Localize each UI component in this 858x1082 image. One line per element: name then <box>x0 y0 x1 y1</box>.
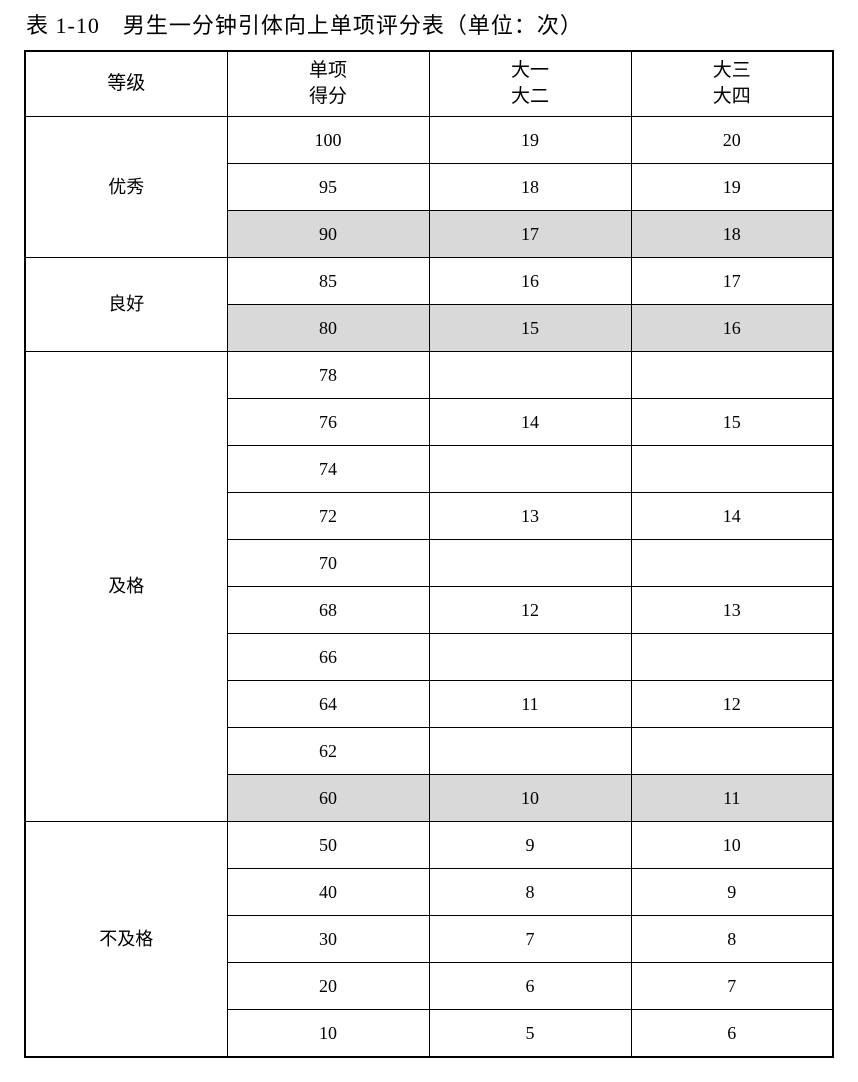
year12-cell: 18 <box>429 164 631 211</box>
score-cell: 64 <box>227 681 429 728</box>
score-table: 等级 单项 得分 大一 大二 大三 大四 优秀10019209518199017… <box>24 50 834 1058</box>
year12-cell: 13 <box>429 493 631 540</box>
year12-cell: 11 <box>429 681 631 728</box>
year34-cell: 19 <box>631 164 833 211</box>
year12-cell <box>429 540 631 587</box>
score-cell: 100 <box>227 117 429 164</box>
year34-cell <box>631 352 833 399</box>
col-y34-header-line2: 大四 <box>713 86 751 107</box>
year34-cell: 20 <box>631 117 833 164</box>
col-grade-header: 等级 <box>25 51 227 117</box>
year34-cell <box>631 540 833 587</box>
year12-cell: 15 <box>429 305 631 352</box>
table-row: 良好851617 <box>25 258 833 305</box>
table-title: 表 1-10 男生一分钟引体向上单项评分表（单位：次） <box>26 8 834 40</box>
score-cell: 70 <box>227 540 429 587</box>
year12-cell: 17 <box>429 211 631 258</box>
year34-cell: 10 <box>631 822 833 869</box>
score-cell: 85 <box>227 258 429 305</box>
year34-cell: 12 <box>631 681 833 728</box>
year12-cell: 16 <box>429 258 631 305</box>
year12-cell <box>429 728 631 775</box>
grade-cell: 不及格 <box>25 822 227 1058</box>
year12-cell <box>429 352 631 399</box>
grade-cell: 良好 <box>25 258 227 352</box>
score-cell: 90 <box>227 211 429 258</box>
col-score-header-line1: 单项 <box>309 60 347 81</box>
year12-cell: 14 <box>429 399 631 446</box>
col-y12-header-line1: 大一 <box>511 60 549 81</box>
year12-cell: 5 <box>429 1010 631 1058</box>
score-cell: 66 <box>227 634 429 681</box>
col-y34-header: 大三 大四 <box>631 51 833 117</box>
year12-cell: 9 <box>429 822 631 869</box>
year12-cell: 19 <box>429 117 631 164</box>
year12-cell: 8 <box>429 869 631 916</box>
col-y12-header-line2: 大二 <box>511 86 549 107</box>
year34-cell: 18 <box>631 211 833 258</box>
year12-cell: 6 <box>429 963 631 1010</box>
score-cell: 72 <box>227 493 429 540</box>
year12-cell: 12 <box>429 587 631 634</box>
year34-cell: 8 <box>631 916 833 963</box>
page-root: 表 1-10 男生一分钟引体向上单项评分表（单位：次） 等级 单项 得分 大一 … <box>0 0 858 1082</box>
col-y34-header-line1: 大三 <box>713 60 751 81</box>
year34-cell <box>631 728 833 775</box>
year34-cell: 17 <box>631 258 833 305</box>
score-cell: 76 <box>227 399 429 446</box>
score-cell: 74 <box>227 446 429 493</box>
score-cell: 80 <box>227 305 429 352</box>
year34-cell: 13 <box>631 587 833 634</box>
year12-cell <box>429 634 631 681</box>
score-cell: 30 <box>227 916 429 963</box>
year34-cell: 14 <box>631 493 833 540</box>
col-score-header-line2: 得分 <box>309 86 347 107</box>
year34-cell <box>631 446 833 493</box>
year34-cell: 15 <box>631 399 833 446</box>
score-cell: 62 <box>227 728 429 775</box>
score-cell: 78 <box>227 352 429 399</box>
year34-cell: 11 <box>631 775 833 822</box>
table-row: 不及格50910 <box>25 822 833 869</box>
grade-cell: 优秀 <box>25 117 227 258</box>
col-y12-header: 大一 大二 <box>429 51 631 117</box>
grade-cell: 及格 <box>25 352 227 822</box>
year34-cell: 7 <box>631 963 833 1010</box>
year34-cell: 9 <box>631 869 833 916</box>
score-cell: 60 <box>227 775 429 822</box>
year34-cell: 16 <box>631 305 833 352</box>
score-cell: 10 <box>227 1010 429 1058</box>
table-header-row: 等级 单项 得分 大一 大二 大三 大四 <box>25 51 833 117</box>
score-cell: 20 <box>227 963 429 1010</box>
score-cell: 95 <box>227 164 429 211</box>
year34-cell <box>631 634 833 681</box>
year12-cell: 7 <box>429 916 631 963</box>
year12-cell: 10 <box>429 775 631 822</box>
table-row: 及格78 <box>25 352 833 399</box>
year34-cell: 6 <box>631 1010 833 1058</box>
col-score-header: 单项 得分 <box>227 51 429 117</box>
score-cell: 50 <box>227 822 429 869</box>
score-cell: 68 <box>227 587 429 634</box>
year12-cell <box>429 446 631 493</box>
table-body: 优秀1001920951819901718良好851617801516及格787… <box>25 117 833 1058</box>
score-cell: 40 <box>227 869 429 916</box>
table-row: 优秀1001920 <box>25 117 833 164</box>
